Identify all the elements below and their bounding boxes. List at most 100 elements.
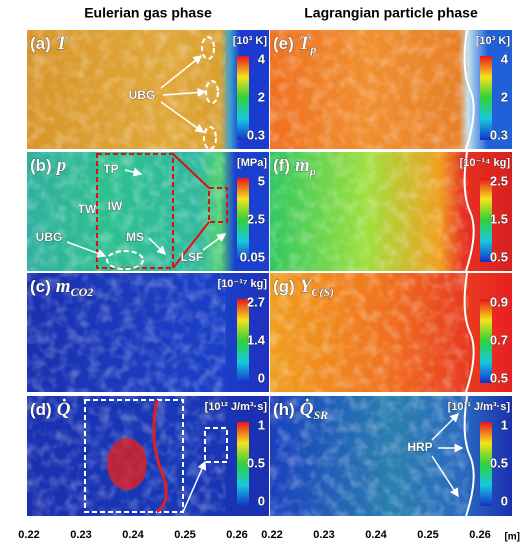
colorbar-tick-label: 0: [258, 493, 265, 508]
panel-letter: (c): [30, 277, 51, 296]
dashed-outline: [84, 399, 184, 513]
panel-symbol: Q̇: [300, 398, 314, 420]
colorbar-tick-label: 2: [258, 89, 265, 104]
colorbar-tick-label: 2.5: [490, 173, 508, 188]
panel-letter: (f): [273, 156, 290, 175]
colorbar-tick-label: 1.5: [490, 211, 508, 226]
colorbar-tick-label: 0: [501, 493, 508, 508]
panel-letter: (e): [273, 34, 294, 53]
dashed-outline: [203, 126, 217, 150]
panel-subscript: SR: [313, 408, 328, 422]
colorbar: [480, 56, 492, 140]
panel-texture: [270, 396, 469, 516]
colorbar: [237, 56, 249, 140]
x-tick-label: 0.26: [469, 529, 490, 541]
colorbar-unit: [10¹² J/m³·s]: [205, 401, 268, 413]
arrow: [431, 455, 459, 498]
colorbar-tick-label: 0.3: [247, 127, 265, 142]
colorbar-tick-label: 2.5: [247, 211, 265, 226]
colorbar-tick-label: 0.5: [490, 370, 508, 385]
x-tick-label: 0.24: [365, 529, 387, 541]
colorbar-unit: [10³ K]: [233, 35, 268, 47]
annotation: HRP: [407, 440, 432, 454]
colorbar-unit: [10¹¹ J/m³·s]: [448, 401, 511, 413]
arrow: [182, 460, 207, 513]
column-title: Eulerian gas phase: [84, 5, 212, 21]
colorbar-tick-label: 0.3: [490, 127, 508, 142]
front-line: [463, 29, 475, 150]
panel-texture: [27, 273, 226, 392]
colorbar: [237, 178, 249, 262]
colorbar-tick-label: 1: [258, 417, 265, 432]
arrow: [148, 237, 167, 256]
panel-symbol: m: [295, 155, 310, 176]
x-tick-label: 0.22: [261, 529, 282, 541]
panel-symbol: Y: [300, 276, 314, 297]
colorbar-tick-label: 0: [258, 370, 265, 385]
colorbar-tick-label: 0.5: [490, 249, 508, 264]
dashed-outline: [201, 36, 215, 60]
arrow: [66, 241, 107, 258]
front-line: [463, 151, 475, 272]
panel-label: (c) mCO2: [30, 276, 93, 298]
colorbar-unit: [10⁻¹⁴ kg]: [460, 157, 511, 169]
colorbar: [480, 422, 492, 506]
panel-letter: (d): [30, 400, 52, 419]
annotation: TW: [78, 202, 97, 216]
panel-label: (b) p: [30, 155, 66, 176]
panel-symbol: m: [56, 276, 71, 297]
colorbar: [237, 299, 249, 383]
panel-subscript: CO2: [71, 285, 94, 299]
colorbar-tick-label: 0.7: [490, 332, 508, 347]
colorbar-tick-label: 5: [258, 173, 265, 188]
arrow: [431, 412, 460, 441]
annotation: MS: [126, 230, 144, 244]
panel-symbol: T: [299, 33, 312, 54]
connector: [172, 221, 210, 269]
annotation: UBG: [36, 230, 63, 244]
colorbar-tick-label: 4: [501, 51, 509, 66]
panel-subscript: p: [309, 164, 316, 178]
x-tick-label: 0.26: [226, 529, 247, 541]
colorbar-unit: [10⁻¹⁷ kg]: [218, 278, 268, 290]
x-tick-label: 0.23: [313, 529, 334, 541]
colorbar-tick-label: 2.7: [247, 294, 265, 309]
x-tick-label: 0.23: [70, 529, 91, 541]
colorbar-tick-label: 4: [258, 51, 266, 66]
panel-letter: (h): [273, 400, 295, 419]
colorbar: [237, 422, 249, 506]
colorbar-tick-label: 0.5: [490, 455, 508, 470]
colorbar-tick-label: 0.5: [247, 455, 265, 470]
annotation: LSF: [181, 250, 204, 264]
dashed-outline: [106, 250, 144, 270]
panel-letter: (a): [30, 34, 51, 53]
x-tick-label: 0.22: [18, 529, 39, 541]
colorbar: [480, 299, 492, 383]
heat-region: [107, 438, 147, 490]
panel-letter: (b): [30, 156, 52, 175]
front-line: [463, 272, 475, 393]
colorbar-unit: [10³ K]: [476, 35, 511, 47]
panel-texture: [270, 273, 469, 392]
panel-letter: (g): [273, 277, 295, 296]
panel-symbol: p: [55, 155, 67, 176]
colorbar-tick-label: 1.4: [247, 332, 266, 347]
colorbar-tick-label: 0.9: [490, 294, 508, 309]
panel-label: (f) mp: [273, 155, 316, 177]
heat-front: [152, 399, 168, 514]
dashed-outline: [204, 427, 228, 463]
connector: [172, 153, 210, 189]
panel-label: (g) YC(S): [273, 276, 334, 298]
panel-texture: [27, 30, 226, 149]
panel-label: (a) T: [30, 33, 69, 54]
panel-texture: [270, 152, 469, 271]
arrow: [124, 167, 143, 177]
x-tick-label: 0.24: [122, 529, 144, 541]
arrow: [160, 101, 205, 133]
panel-label: (d) Q̇: [30, 398, 71, 420]
annotation: UBG: [129, 88, 156, 102]
colorbar: [480, 178, 492, 262]
colorbar-tick-label: 0.05: [240, 249, 265, 264]
panel-subscript: p: [309, 42, 316, 56]
